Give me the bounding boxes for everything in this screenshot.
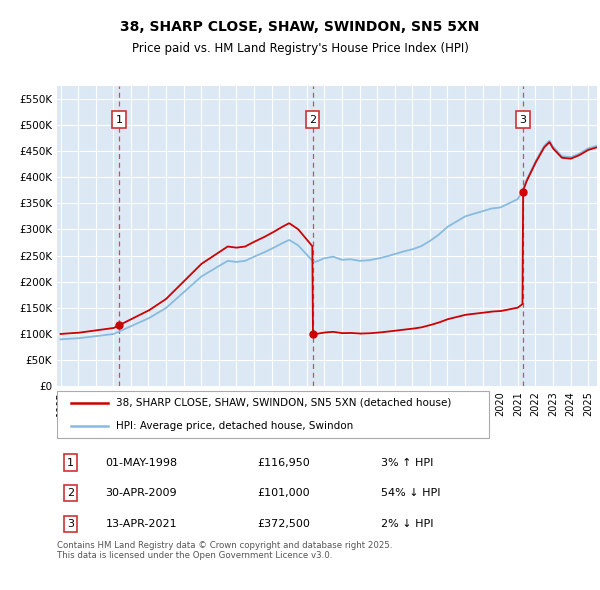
Text: 54% ↓ HPI: 54% ↓ HPI — [381, 489, 440, 498]
Text: 3% ↑ HPI: 3% ↑ HPI — [381, 458, 433, 467]
Text: 2: 2 — [67, 489, 74, 498]
Text: Contains HM Land Registry data © Crown copyright and database right 2025.: Contains HM Land Registry data © Crown c… — [57, 540, 392, 550]
Text: 3: 3 — [519, 114, 526, 124]
Text: 1: 1 — [67, 458, 74, 467]
Text: 1: 1 — [116, 114, 122, 124]
Text: 13-APR-2021: 13-APR-2021 — [106, 519, 177, 529]
Text: 2% ↓ HPI: 2% ↓ HPI — [381, 519, 433, 529]
Text: 38, SHARP CLOSE, SHAW, SWINDON, SN5 5XN (detached house): 38, SHARP CLOSE, SHAW, SWINDON, SN5 5XN … — [116, 398, 452, 408]
Text: £372,500: £372,500 — [257, 519, 310, 529]
Text: £116,950: £116,950 — [257, 458, 310, 467]
Text: 38, SHARP CLOSE, SHAW, SWINDON, SN5 5XN: 38, SHARP CLOSE, SHAW, SWINDON, SN5 5XN — [121, 19, 479, 34]
Text: HPI: Average price, detached house, Swindon: HPI: Average price, detached house, Swin… — [116, 421, 353, 431]
Text: 2: 2 — [309, 114, 316, 124]
Text: Price paid vs. HM Land Registry's House Price Index (HPI): Price paid vs. HM Land Registry's House … — [131, 42, 469, 55]
Text: £101,000: £101,000 — [257, 489, 310, 498]
FancyBboxPatch shape — [57, 391, 489, 438]
Text: 3: 3 — [67, 519, 74, 529]
Text: This data is licensed under the Open Government Licence v3.0.: This data is licensed under the Open Gov… — [57, 551, 332, 560]
Text: 01-MAY-1998: 01-MAY-1998 — [106, 458, 178, 467]
Text: 30-APR-2009: 30-APR-2009 — [106, 489, 177, 498]
